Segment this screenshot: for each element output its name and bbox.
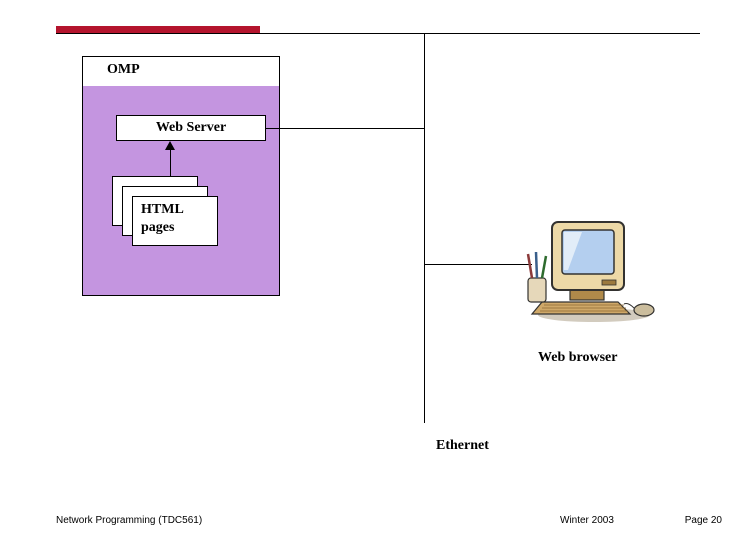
html-pages-line1: HTML (141, 201, 209, 219)
html-pages-line2: pages (141, 219, 209, 237)
backbone-to-browser-line (424, 264, 532, 265)
header-rule (56, 33, 700, 34)
html-pages-stack-front: HTML pages (132, 196, 218, 246)
footer-center: Winter 2003 (560, 515, 614, 526)
ethernet-label: Ethernet (436, 438, 489, 454)
omp-label: OMP (107, 62, 140, 78)
web-server-box: Web Server (116, 115, 266, 141)
footer-right: Page 20 (685, 515, 722, 526)
computer-icon (522, 212, 662, 324)
server-to-backbone-line (266, 128, 424, 129)
pages-to-server-arrow-head (165, 141, 175, 150)
web-browser-label: Web browser (538, 350, 617, 366)
footer-left: Network Programming (TDC561) (56, 515, 202, 526)
pages-to-server-arrow-shaft (170, 148, 171, 176)
ethernet-vertical-line (424, 33, 425, 423)
web-server-label: Web Server (117, 120, 265, 136)
